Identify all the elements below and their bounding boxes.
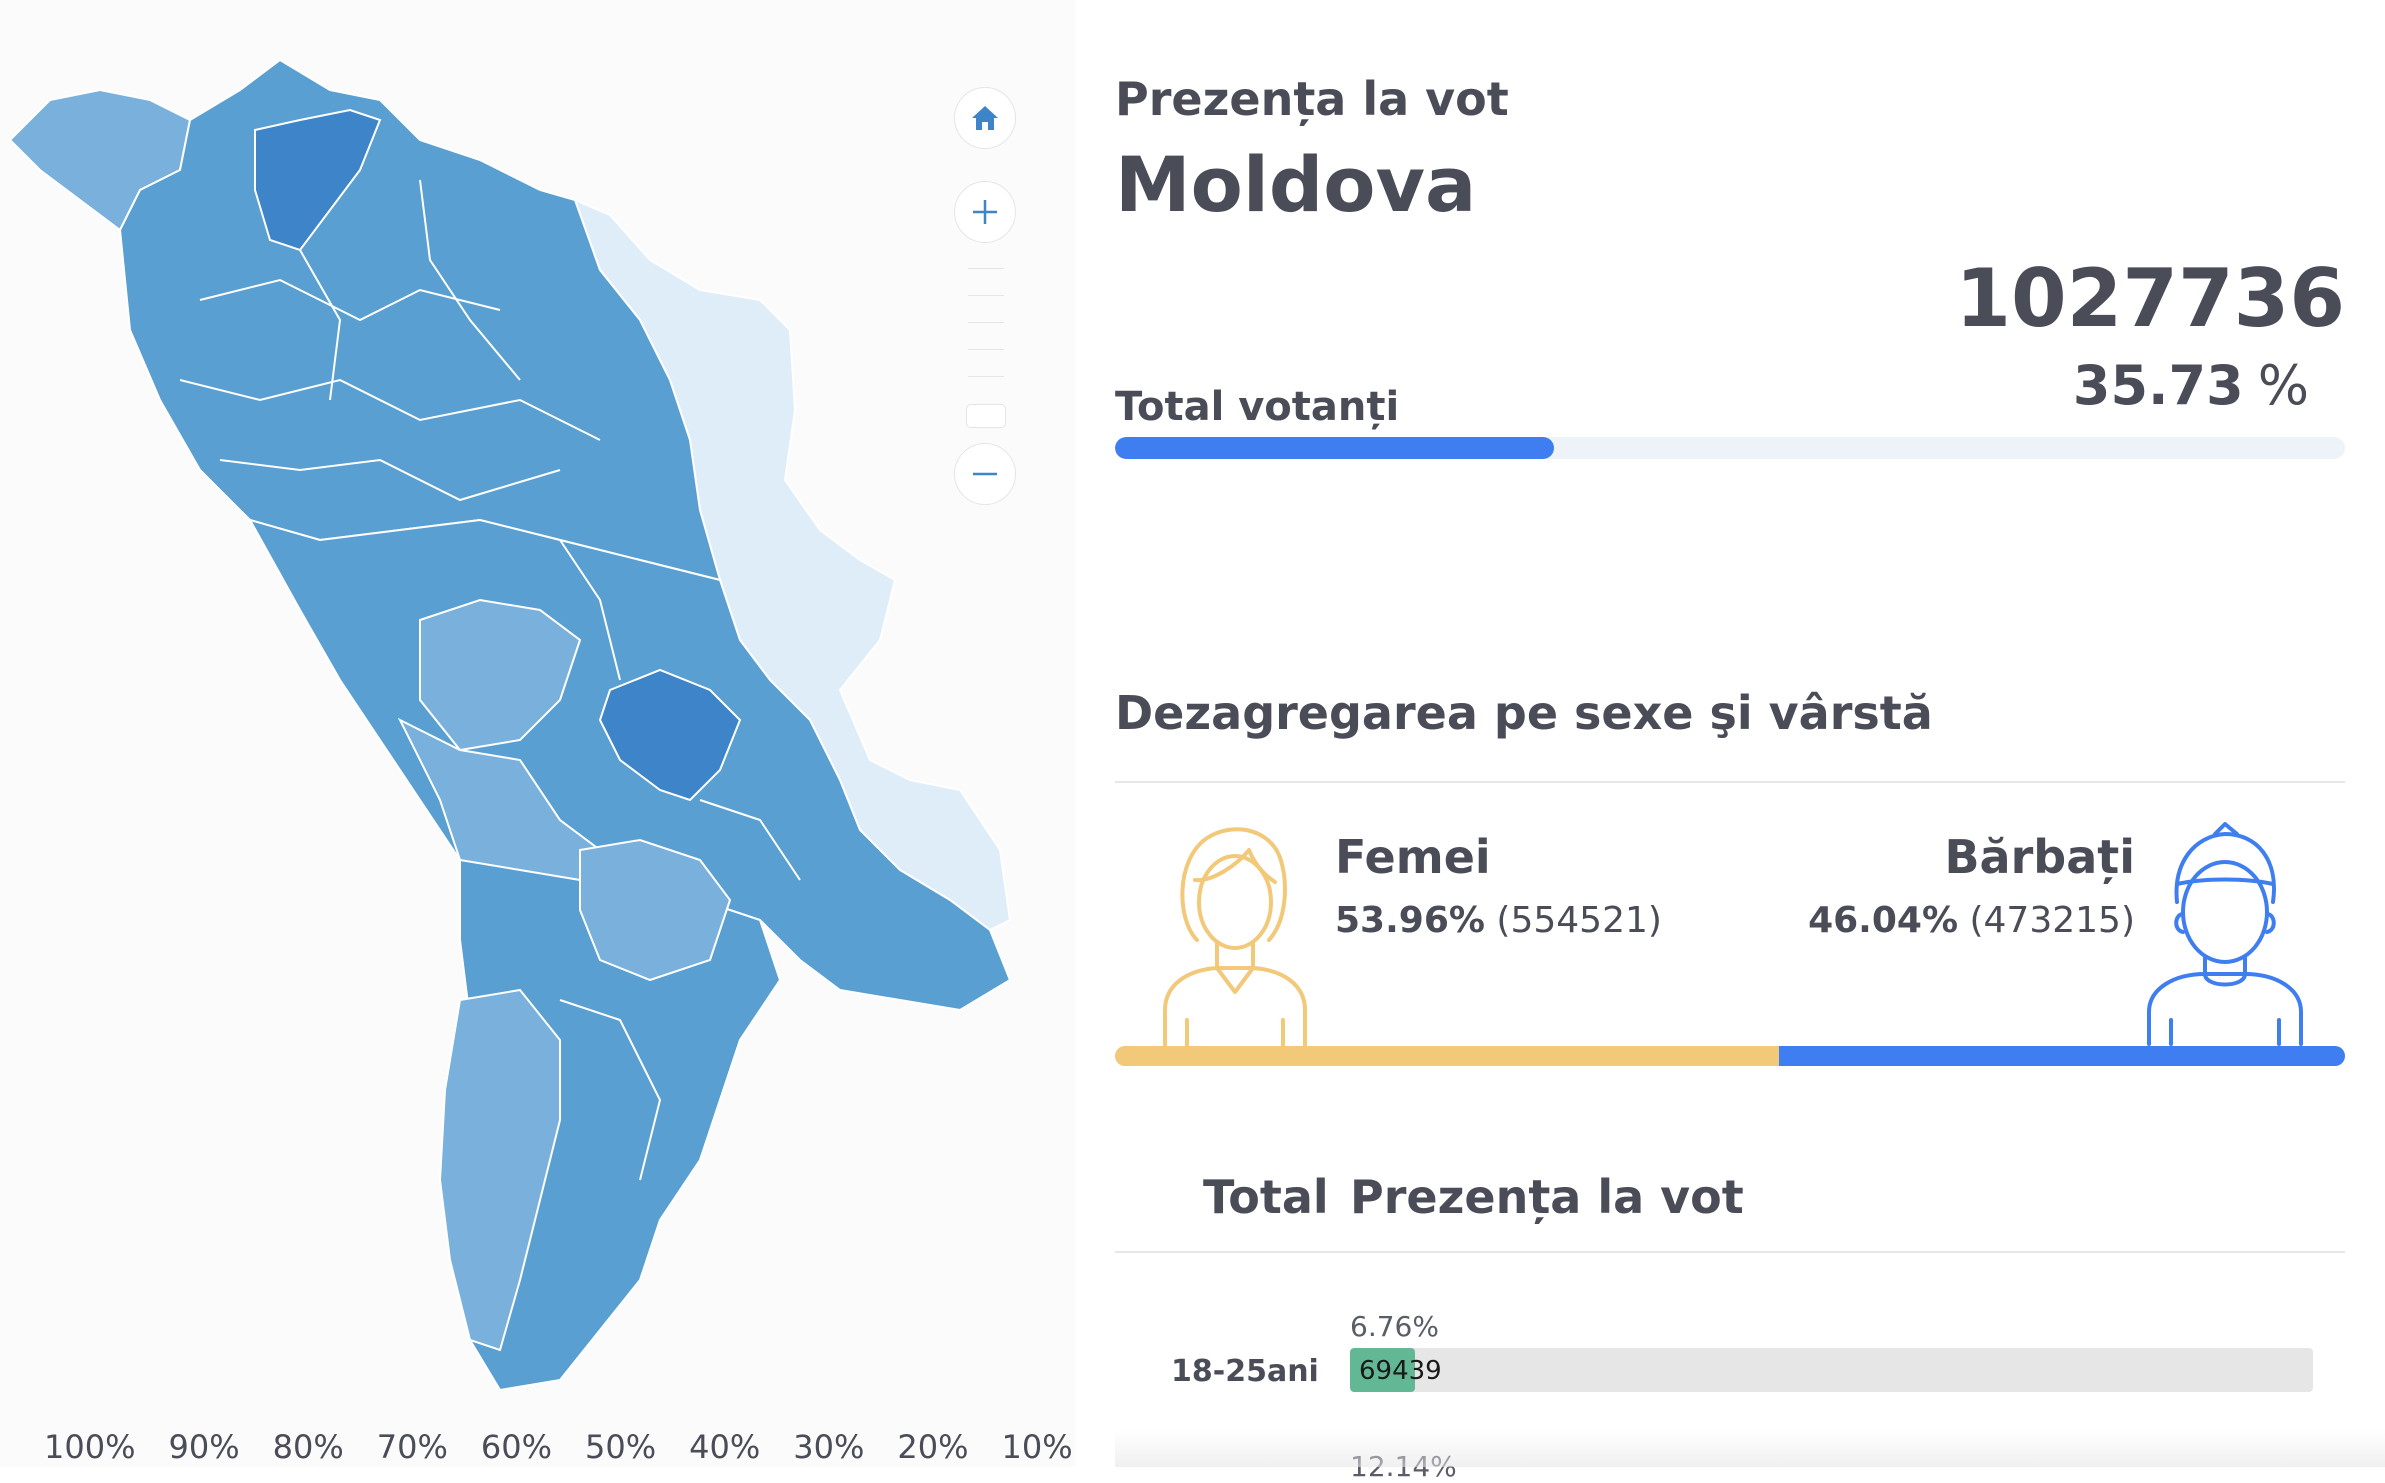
legend-label: 70%: [376, 1428, 448, 1466]
gender-section-title: Dezagregarea pe sexe şi vârstă: [1115, 686, 1933, 740]
age-row-bar-fill: [1350, 1348, 1416, 1392]
zoom-tick: [968, 322, 1004, 323]
male-stats: 46.04% (473215): [1808, 900, 2135, 941]
female-count: (554521): [1496, 900, 1662, 941]
region-cahul[interactable]: [438, 988, 561, 1352]
map-panel: 100% 90% 80% 70% 60% 50% 40% 30% 20% 10%: [0, 0, 1075, 1467]
legend-label: 30%: [793, 1428, 865, 1466]
legend-label: 80%: [272, 1428, 344, 1466]
female-label: Femei: [1335, 830, 1491, 884]
region-briceni[interactable]: [254, 108, 382, 252]
zoom-tick: [968, 295, 1004, 296]
home-icon: [972, 106, 998, 130]
region-north[interactable]: [118, 58, 722, 582]
total-percent-value: 35.73: [2072, 354, 2244, 417]
minus-icon: [973, 472, 997, 476]
age-table-header-turnout: Prezența la vot: [1350, 1170, 1744, 1224]
legend-label: 20%: [897, 1428, 969, 1466]
page-title: Moldova: [1115, 140, 1477, 229]
gender-bar-male: [1778, 1046, 2345, 1066]
male-label: Bărbați: [1944, 830, 2135, 884]
female-stats: 53.96% (554521): [1335, 900, 1662, 941]
total-turnout-percent: 35.73%: [2073, 354, 2309, 417]
plus-icon: [973, 200, 997, 224]
divider: [1115, 1251, 2345, 1253]
region-centre-west[interactable]: [419, 598, 582, 752]
moldova-map[interactable]: [0, 0, 1075, 1420]
female-icon: [1163, 827, 1307, 1047]
zoom-out-button[interactable]: [954, 443, 1016, 505]
map-legend: 100% 90% 80% 70% 60% 50% 40% 30% 20% 10%: [44, 1428, 1106, 1466]
total-voters-label: Total votanți: [1115, 384, 1400, 430]
age-row-count: 69439: [1359, 1356, 1442, 1386]
zoom-tick: [968, 376, 1004, 377]
page-eyebrow: Prezența la vot: [1115, 72, 1509, 126]
gender-bar-female: [1115, 1046, 1779, 1066]
legend-label: 40%: [689, 1428, 761, 1466]
age-row-percent: 6.76%: [1350, 1310, 1439, 1343]
legend-label: 10%: [1001, 1428, 1073, 1466]
age-row-bar: [1350, 1348, 2313, 1392]
percent-sign: %: [2257, 354, 2309, 417]
region-chisinau[interactable]: [598, 668, 742, 802]
age-table-header-total: Total: [1203, 1170, 1329, 1224]
male-percent: 46.04%: [1808, 900, 1959, 941]
male-count: (473215): [1969, 900, 2135, 941]
male-icon: [2147, 822, 2303, 1046]
legend-label: 100%: [44, 1428, 136, 1466]
divider: [1115, 781, 2345, 783]
zoom-slider-handle[interactable]: [966, 404, 1006, 428]
zoom-in-button[interactable]: [954, 181, 1016, 243]
legend-label: 90%: [168, 1428, 240, 1466]
zoom-tick: [968, 268, 1004, 269]
zoom-tick: [968, 349, 1004, 350]
age-row-label: 18-25ani: [1171, 1354, 1319, 1389]
legend-label: 50%: [584, 1428, 657, 1466]
female-percent: 53.96%: [1335, 900, 1485, 941]
gender-split-bar: [1115, 1046, 2345, 1066]
total-turnout-bar-fill: [1115, 437, 1555, 459]
scroll-fade: [1115, 1430, 2385, 1467]
total-turnout-bar: [1115, 437, 2345, 459]
total-voters-count: 1027736: [1955, 252, 2345, 345]
home-button[interactable]: [954, 87, 1016, 149]
legend-label: 60%: [480, 1428, 552, 1466]
region-south-light[interactable]: [579, 838, 732, 982]
